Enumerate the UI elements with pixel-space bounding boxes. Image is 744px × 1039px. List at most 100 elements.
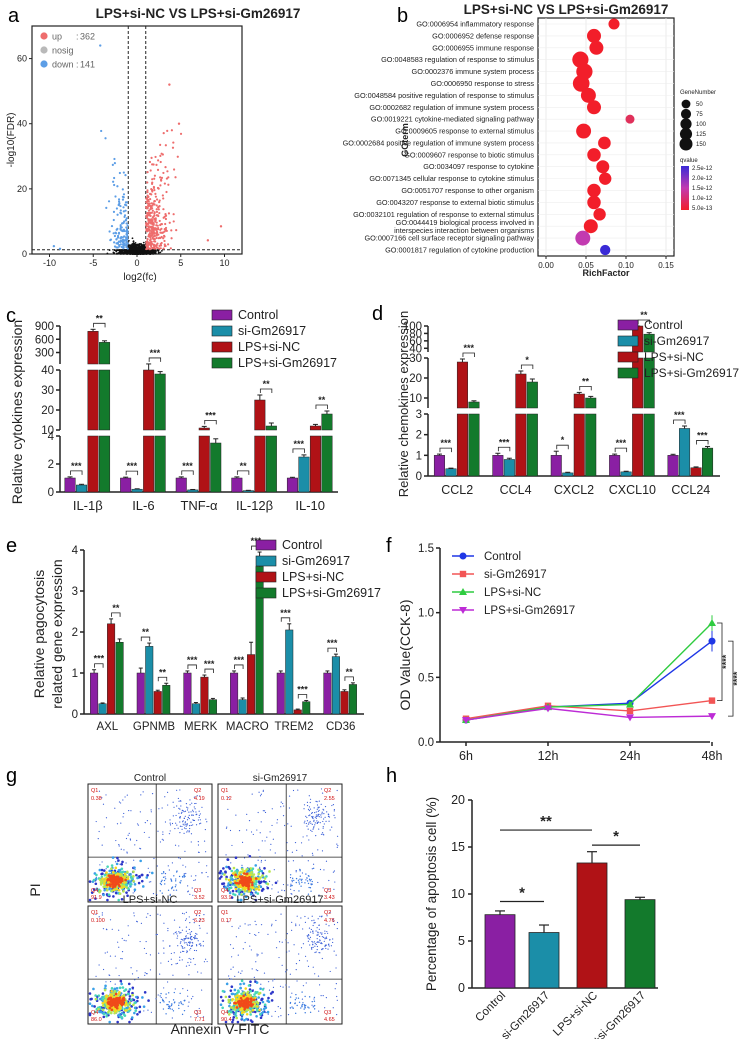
flow-density: [234, 856, 238, 859]
flow-event: [143, 1010, 145, 1012]
flow-event: [161, 879, 163, 882]
flow-event: [195, 824, 198, 826]
flow-event: [308, 822, 310, 824]
flow-event: [238, 927, 240, 929]
flow-event: [336, 999, 338, 1001]
flow-density: [128, 1001, 132, 1005]
volcano-point-up: [159, 244, 163, 247]
flow-event: [183, 832, 185, 834]
flow-event: [190, 875, 192, 877]
cytokine-bar: [87, 331, 99, 365]
flow-event: [162, 831, 164, 833]
cytokine-bar: [321, 413, 333, 431]
go-size-legend-label: 150: [696, 142, 707, 148]
flow-event: [315, 817, 317, 819]
flow-event: [300, 842, 303, 844]
cytokine-bar: [231, 477, 243, 493]
phago-bar: [331, 656, 340, 715]
flow-density: [238, 871, 241, 874]
volcano-point-up: [174, 176, 177, 179]
flow-event: [136, 970, 138, 972]
flow-event: [150, 811, 152, 813]
flow-event: [257, 954, 259, 956]
flow-event: [109, 974, 111, 977]
flow-q4-label: Q4: [91, 888, 98, 894]
flow-event: [145, 952, 147, 955]
flow-event: [176, 789, 178, 791]
flow-event: [189, 804, 191, 806]
chemokine-category-label: CXCL2: [554, 483, 594, 497]
flow-event: [286, 969, 288, 971]
go-bubble: [576, 123, 592, 139]
flow-event: [188, 811, 190, 813]
flow-event: [320, 833, 323, 835]
flow-density: [110, 987, 114, 990]
flow-event: [291, 851, 293, 853]
flow-event: [125, 940, 127, 942]
flow-event: [95, 876, 97, 878]
volcano-point-down: [112, 210, 116, 213]
flow-density: [108, 1020, 111, 1024]
flow-event: [270, 843, 272, 845]
flow-event: [260, 821, 262, 823]
flow-event: [102, 968, 105, 971]
flow-event: [253, 976, 255, 978]
phago-ylabel-line1: Relative pagocytosis: [31, 570, 47, 698]
flow-event: [285, 971, 287, 973]
flow-event: [184, 947, 186, 949]
flow-q3-value: 7.71: [194, 1017, 205, 1023]
flow-event: [134, 869, 136, 871]
flow-event: [193, 949, 196, 952]
flow-event: [129, 839, 132, 841]
flow-event: [190, 947, 192, 950]
volcano-legend-label: down: [52, 60, 74, 70]
phago-bar: [276, 672, 285, 715]
flow-event: [318, 813, 320, 815]
flow-event: [173, 919, 176, 921]
volcano-point-outlier: [58, 247, 62, 250]
flow-event: [321, 792, 324, 794]
flow-event: [281, 941, 283, 943]
flow-event: [313, 819, 315, 821]
volcano-point-down: [116, 246, 119, 249]
flow-event: [309, 880, 311, 882]
flow-event: [313, 820, 315, 822]
flow-event: [155, 998, 157, 1000]
flow-event: [144, 972, 146, 974]
flow-event: [269, 831, 271, 833]
chemokine-bar: [702, 447, 714, 477]
flow-event: [191, 941, 193, 944]
phago-legend-label: si-Gm26917: [282, 554, 350, 568]
volcano-point-up: [164, 213, 167, 216]
flow-event: [192, 811, 194, 813]
flow-density: [108, 869, 112, 873]
flow-density: [100, 872, 103, 876]
phago-category-label: CD36: [326, 721, 355, 733]
chemokine-bar: [573, 393, 585, 409]
flow-event: [295, 877, 298, 880]
flow-event: [326, 937, 328, 939]
flow-density: [117, 859, 120, 862]
flow-density: [254, 877, 258, 880]
flow-event: [309, 801, 311, 804]
volcano-point-up: [150, 227, 154, 230]
go-bubble: [598, 136, 611, 150]
flow-event: [199, 927, 201, 929]
flow-density: [93, 1005, 96, 1008]
flow-event: [190, 931, 193, 933]
flow-event: [256, 955, 258, 957]
flow-event: [118, 845, 120, 847]
flow-density: [244, 884, 248, 888]
flow-event: [289, 973, 291, 975]
flow-event: [288, 986, 290, 988]
flow-event: [194, 802, 196, 805]
flow-event: [102, 803, 105, 805]
flow-event: [298, 953, 300, 955]
flow-density: [133, 1006, 137, 1010]
flow-event: [150, 881, 152, 883]
flow-event: [179, 942, 182, 944]
flow-plot-title: Control: [134, 773, 166, 784]
flow-event: [194, 808, 196, 810]
flow-event: [318, 809, 320, 811]
flow-event: [185, 965, 188, 967]
